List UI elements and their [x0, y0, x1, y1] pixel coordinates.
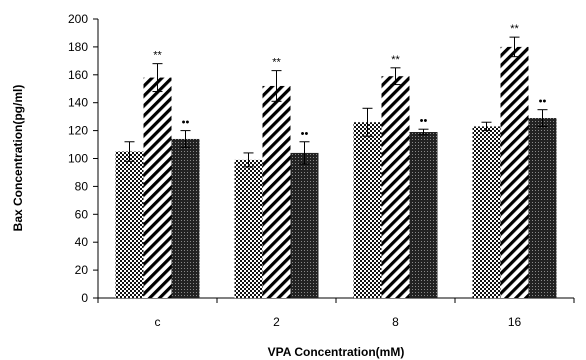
y-tick-label: 80	[75, 179, 89, 193]
significance-marker: ••	[420, 115, 428, 127]
significance-marker: ••	[182, 117, 190, 129]
bar	[381, 76, 410, 298]
x-axis-title: VPA Concentration(mM)	[268, 345, 405, 359]
plot-area: 0 20 40 60 80 100 120 140 160 180 200 c 2 8 16 ** ** ** **…	[68, 12, 575, 329]
y-tick-label: 60	[75, 207, 89, 221]
bar	[171, 138, 200, 298]
bar	[409, 131, 438, 298]
bar	[262, 85, 291, 299]
bar	[528, 118, 557, 298]
significance-marker: **	[272, 57, 281, 69]
bar	[290, 152, 319, 298]
x-tick-label: 8	[392, 315, 399, 329]
significance-marker: **	[153, 50, 162, 62]
x-tick-label: 2	[273, 315, 280, 329]
x-tick-label: 16	[508, 315, 522, 329]
y-tick-label: 0	[81, 291, 88, 305]
significance-marker: **	[391, 54, 400, 66]
y-tick-label: 140	[68, 96, 88, 110]
y-tick-label: 40	[75, 235, 89, 249]
bar	[143, 77, 172, 298]
bar	[472, 126, 501, 298]
y-tick-label: 120	[68, 124, 88, 138]
y-tick-label: 20	[75, 263, 89, 277]
significance-marker: **	[510, 23, 519, 35]
bar	[500, 46, 529, 299]
y-tick-label: 180	[68, 40, 88, 54]
bar	[234, 159, 263, 298]
y-axis-title: Bax Concentration(pg/ml)	[11, 85, 25, 232]
y-tick-label: 100	[68, 152, 88, 166]
bar	[115, 151, 144, 298]
significance-marker: ••	[301, 128, 309, 140]
y-tick-label: 200	[68, 12, 88, 26]
significance-marker: ••	[539, 96, 547, 108]
bar	[353, 122, 382, 298]
y-tick-label: 160	[68, 68, 88, 82]
x-tick-label: c	[155, 315, 161, 329]
